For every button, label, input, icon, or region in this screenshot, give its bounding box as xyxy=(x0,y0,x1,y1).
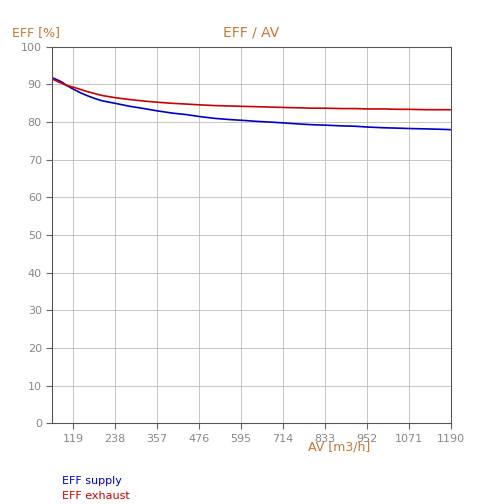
Text: EFF / AV: EFF / AV xyxy=(224,25,280,39)
Text: EFF [%]: EFF [%] xyxy=(12,26,60,39)
Text: EFF exhaust: EFF exhaust xyxy=(62,491,130,501)
Text: EFF supply: EFF supply xyxy=(62,476,122,486)
X-axis label: AV [m3/h]: AV [m3/h] xyxy=(308,440,371,453)
